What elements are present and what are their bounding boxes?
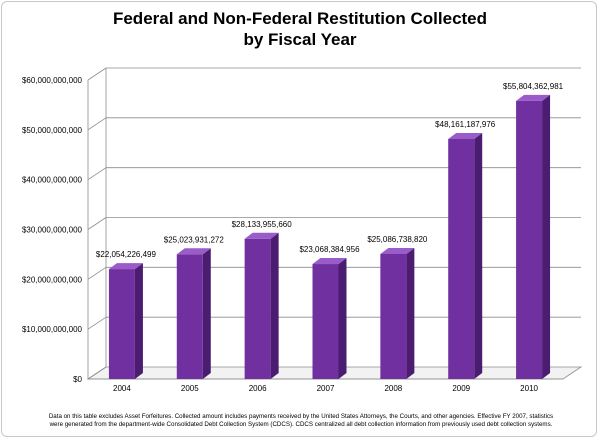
x-tick-label: 2006 <box>249 384 267 393</box>
y-tick-label: $0 <box>73 375 82 384</box>
bar-side <box>406 247 415 379</box>
bar-top <box>312 258 347 265</box>
data-label: $48,161,187,976 <box>435 120 496 129</box>
x-tick-label: 2005 <box>181 384 199 393</box>
y-tick-label: $50,000,000,000 <box>22 126 83 135</box>
data-label: $22,054,226,499 <box>96 250 157 259</box>
bar <box>312 264 339 379</box>
gridline-side <box>87 167 107 180</box>
gridline-side <box>87 67 107 81</box>
bar-side <box>202 248 211 379</box>
bar-side <box>338 258 347 379</box>
bar-top <box>516 94 551 101</box>
data-label: $55,804,362,981 <box>503 82 564 91</box>
data-label: $28,133,955,660 <box>232 220 293 229</box>
bar-side <box>474 132 483 379</box>
bar-side <box>134 263 143 379</box>
gridline-side <box>87 267 107 280</box>
bar <box>244 238 271 379</box>
bar-side <box>542 94 551 379</box>
y-tick-label: $10,000,000,000 <box>22 325 83 334</box>
data-label: $23,068,384,956 <box>299 245 360 254</box>
bar-top <box>176 248 211 255</box>
y-tick-label: $30,000,000,000 <box>22 226 83 235</box>
gridline-side <box>87 117 107 131</box>
gridline-side <box>87 316 107 330</box>
x-tick-label: 2008 <box>384 384 402 393</box>
bar <box>380 253 407 379</box>
bar-top <box>108 263 143 270</box>
chart-title: Federal and Non-Federal Restitution Coll… <box>0 8 600 50</box>
y-tick-label: $20,000,000,000 <box>22 275 83 284</box>
bar <box>108 269 135 379</box>
y-tick-label: $40,000,000,000 <box>22 176 83 185</box>
x-tick-label: 2007 <box>317 384 335 393</box>
gridline-side <box>87 366 107 380</box>
chart-title-line-2: by Fiscal Year <box>243 30 357 49</box>
bar <box>516 100 543 379</box>
data-label: $25,023,931,272 <box>164 235 225 244</box>
footnote-line-2: were generated from the department-wide … <box>49 421 553 428</box>
data-label: $25,086,738,820 <box>367 235 428 244</box>
bar-top <box>448 132 483 139</box>
footnote: Data on this table excludes Asset Forfei… <box>4 413 598 429</box>
bar-side <box>270 232 279 379</box>
bar-top <box>380 247 415 254</box>
chart-title-line-1: Federal and Non-Federal Restitution Coll… <box>112 9 488 28</box>
bar <box>176 254 203 379</box>
x-tick-label: 2010 <box>520 384 538 393</box>
footnote-line-1: Data on this table excludes Asset Forfei… <box>48 413 554 420</box>
y-tick-label: $60,000,000,000 <box>22 76 83 85</box>
bar-top <box>244 232 279 239</box>
x-tick-label: 2004 <box>113 384 131 393</box>
gridline-side <box>87 217 107 230</box>
x-tick-label: 2009 <box>452 384 470 393</box>
bar <box>448 138 475 379</box>
